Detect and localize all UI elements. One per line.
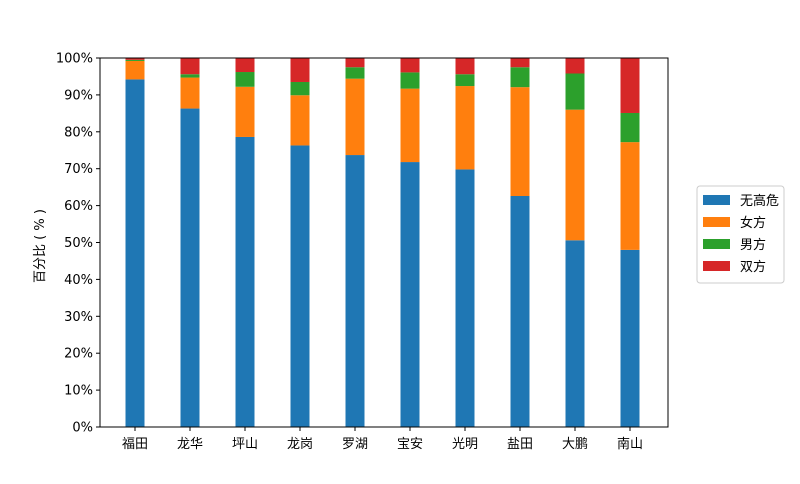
y-tick-label: 100%	[56, 52, 93, 67]
legend-label: 无高危	[740, 193, 779, 209]
bar-segment	[180, 74, 200, 78]
bars-layer	[125, 58, 640, 428]
x-tick-label: 罗湖	[342, 437, 368, 452]
bar-segment	[455, 169, 475, 428]
legend-swatch	[703, 261, 730, 271]
legend-swatch	[703, 217, 730, 227]
bar-segment	[235, 58, 255, 73]
legend-swatch	[703, 195, 730, 205]
bar-segment	[125, 79, 145, 427]
bar-segment	[565, 109, 585, 241]
y-tick-label: 70%	[64, 162, 93, 177]
bar-segment	[235, 72, 255, 87]
bar-segment	[510, 196, 530, 427]
bar-segment	[180, 58, 200, 75]
y-tick-label: 0%	[72, 421, 93, 436]
y-tick-label: 50%	[64, 236, 93, 251]
bar-segment	[345, 67, 365, 79]
bar-segment	[400, 72, 420, 89]
bar-segment	[235, 136, 255, 427]
legend-swatch	[703, 239, 730, 249]
legend-label: 男方	[740, 237, 766, 253]
y-tick-label: 20%	[64, 347, 93, 362]
x-tick-label: 光明	[452, 437, 478, 452]
bar-segment	[290, 95, 310, 146]
bar-segment	[290, 81, 310, 96]
bar-segment	[345, 58, 365, 68]
bar-segment	[180, 108, 200, 427]
bar-segment	[510, 87, 530, 197]
x-tick-label: 福田	[122, 437, 148, 452]
bar-segment	[510, 58, 530, 68]
bar-segment	[400, 88, 420, 163]
legend-label: 双方	[740, 259, 766, 275]
legend-frame	[696, 185, 785, 284]
y-axis: 0% 10% 20% 30% 40% 50% 60% 70% 80% 90% 100%	[56, 52, 100, 436]
y-tick-label: 40%	[64, 273, 93, 288]
x-tick-label: 龙华	[177, 437, 203, 452]
x-tick-label: 大鹏	[562, 437, 588, 452]
x-tick-label: 龙岗	[287, 437, 313, 452]
x-tick-label: 坪山	[232, 437, 258, 452]
y-tick-label: 60%	[64, 199, 93, 214]
bar-segment	[400, 58, 420, 73]
bar-segment	[455, 74, 475, 87]
bar-segment	[620, 249, 640, 427]
bar-segment	[125, 60, 145, 80]
x-axis: 福田 龙华 坪山 龙岗 罗湖 宝安 光明 盐田 大鹏 南山	[122, 427, 643, 452]
x-tick-label: 盐田	[507, 437, 533, 452]
x-tick-label: 宝安	[397, 437, 423, 452]
bar-segment	[565, 240, 585, 427]
bar-segment	[455, 86, 475, 170]
bar-segment	[345, 155, 365, 427]
y-tick-label: 80%	[64, 125, 93, 140]
x-tick-label: 南山	[617, 436, 643, 452]
y-tick-label: 30%	[64, 310, 93, 325]
legend-label: 女方	[740, 215, 766, 231]
bar-segment	[125, 58, 145, 60]
bar-segment	[620, 112, 640, 143]
bar-segment	[125, 59, 145, 61]
bar-segment	[345, 78, 365, 156]
bar-segment	[290, 58, 310, 82]
bar-segment	[510, 67, 530, 88]
bar-segment	[620, 58, 640, 113]
bar-segment	[565, 73, 585, 110]
bar-segment	[180, 77, 200, 109]
bar-segment	[565, 58, 585, 74]
y-tick-label: 90%	[64, 88, 93, 103]
bar-segment	[235, 86, 255, 137]
y-tick-label: 10%	[64, 384, 93, 399]
y-axis-label: 百分比 ( % )	[33, 209, 48, 283]
bar-segment	[290, 145, 310, 427]
bar-segment	[400, 162, 420, 428]
bar-segment	[620, 142, 640, 250]
bar-segment	[455, 58, 475, 75]
